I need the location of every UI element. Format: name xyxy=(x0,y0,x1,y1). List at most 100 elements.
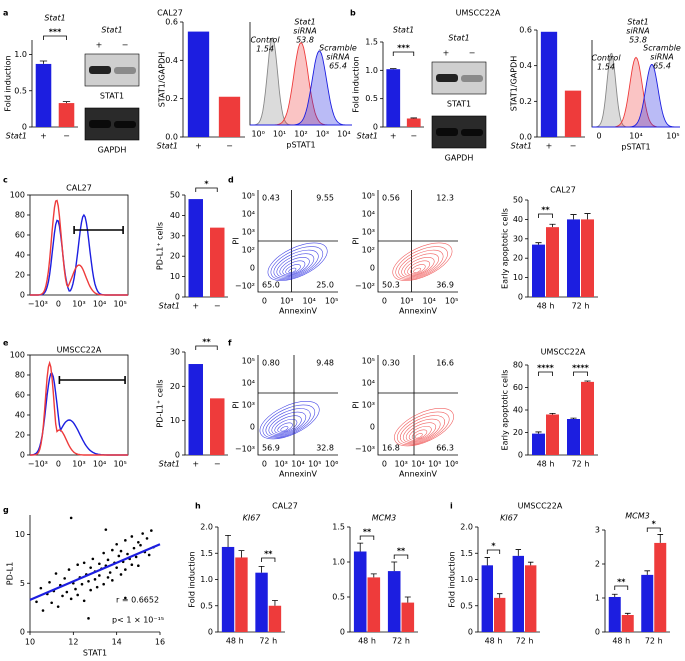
histogram-annotation: 65.4 xyxy=(653,62,671,71)
error-bar xyxy=(391,561,398,572)
blot-band xyxy=(436,128,458,136)
y-tick-label: −10³ xyxy=(355,445,375,454)
quadrant-label: 12.3 xyxy=(436,194,454,203)
significance-bracket xyxy=(359,535,375,540)
y-tick-label: 1.0 xyxy=(460,575,473,584)
quadrant-label: 0.30 xyxy=(382,359,400,368)
x-tick-label: 72 h xyxy=(572,460,590,469)
error-bar xyxy=(62,101,71,104)
y-tick-label: 10⁴ xyxy=(362,379,375,388)
contour-line xyxy=(408,425,432,441)
y-tick-label: 0.5 xyxy=(460,601,473,610)
bar xyxy=(581,381,594,455)
error-bar xyxy=(611,593,618,597)
histogram-annotation: siRNA xyxy=(650,53,673,62)
error-bar xyxy=(527,561,534,566)
error-bar xyxy=(39,60,48,64)
error-bar xyxy=(644,570,651,575)
y-tick-label: 60 xyxy=(15,391,25,400)
panel-letter: a xyxy=(3,9,8,18)
x-tick-label: 10⁰ xyxy=(251,130,264,139)
bar xyxy=(641,574,654,632)
significance: ** xyxy=(264,550,273,559)
panel-letter: f xyxy=(228,339,232,348)
bar xyxy=(621,615,634,632)
y-tick-label: 60 xyxy=(15,231,25,240)
y-tick-label: 0.6 xyxy=(519,26,532,35)
x-tick-label: 72 h xyxy=(572,302,590,311)
y-tick-label: 80 xyxy=(15,211,25,220)
panel-letter: b xyxy=(350,9,356,18)
y-axis-label: PI xyxy=(232,401,241,408)
contour-line xyxy=(404,256,435,277)
bar xyxy=(218,96,241,137)
bar xyxy=(386,69,401,127)
y-tick-label: 30 xyxy=(170,348,180,357)
histogram-annotation: Stat1 xyxy=(627,18,648,27)
x-tick-label: −10³ xyxy=(28,460,48,469)
scatter-point xyxy=(102,551,105,555)
blot-band xyxy=(436,74,458,82)
x-tick-label: − xyxy=(410,132,417,141)
significance: ** xyxy=(202,338,211,347)
x-axis-label: AnnexinV xyxy=(399,470,437,479)
histogram-annotation: 1.54 xyxy=(597,63,615,72)
scatter-point xyxy=(145,537,149,540)
x-tick-label: 72 h xyxy=(392,637,410,646)
bar xyxy=(481,565,493,632)
scatter-point xyxy=(50,601,53,605)
scatter-point xyxy=(111,548,114,552)
scatter-point xyxy=(119,549,123,553)
scatter-point xyxy=(106,558,110,562)
blot-lane: + xyxy=(443,49,450,58)
scatter-point xyxy=(115,542,118,546)
contour-line xyxy=(414,433,423,439)
quadrant-label: 56.9 xyxy=(262,444,280,453)
error-bar xyxy=(549,412,556,415)
y-tick-label: 20 xyxy=(170,382,180,391)
chart-title: Stat1 xyxy=(44,14,65,23)
x-tick-label: − xyxy=(226,142,233,151)
scatter-point xyxy=(35,600,38,604)
scatter-point xyxy=(124,568,127,571)
scatter-point xyxy=(111,579,114,582)
x-tick-label: 10³ xyxy=(400,297,413,306)
x-axis-label: AnnexinV xyxy=(279,470,317,479)
contour-line xyxy=(268,411,307,436)
x-tick-label: 48 h xyxy=(485,637,503,646)
y-axis-label: PI xyxy=(352,401,361,408)
bar xyxy=(567,219,580,297)
x-tick-label: 0 xyxy=(382,297,387,306)
y-tick-label: 80 xyxy=(15,371,25,380)
scatter-point xyxy=(137,564,140,567)
contour-line xyxy=(262,404,316,439)
quadrant-label: 0.56 xyxy=(382,194,400,203)
y-tick-label: 50 xyxy=(513,196,523,205)
y-tick-label: 40 xyxy=(15,411,25,420)
scatter-point xyxy=(41,609,45,612)
bar xyxy=(401,602,415,632)
axis-line xyxy=(257,355,338,456)
y-tick-label: 10⁵ xyxy=(242,357,255,366)
error-bar xyxy=(624,612,631,615)
significance-bracket xyxy=(195,345,218,350)
y-axis-label: STAT1/GAPDH xyxy=(158,52,167,108)
quadrant-label: 16.8 xyxy=(382,444,400,453)
row-label: Stat1 xyxy=(159,460,180,469)
histogram-annotation: siRNA xyxy=(626,27,649,36)
bar xyxy=(512,555,524,632)
error-bar xyxy=(496,593,503,598)
x-tick-label: 10³ xyxy=(275,460,288,469)
x-tick-label: − xyxy=(63,132,70,141)
bar xyxy=(35,63,52,127)
chart-title: CAL27 xyxy=(66,184,92,193)
contour-line xyxy=(395,246,448,280)
significance-bracket xyxy=(614,585,629,590)
y-tick-label: 5 xyxy=(20,579,25,588)
significance: **** xyxy=(572,364,590,373)
x-tick-label: + xyxy=(192,302,199,311)
histogram-annotation: 65.4 xyxy=(329,62,347,71)
y-tick-label: 0.5 xyxy=(14,86,27,95)
y-tick-label: 1.5 xyxy=(460,549,473,558)
